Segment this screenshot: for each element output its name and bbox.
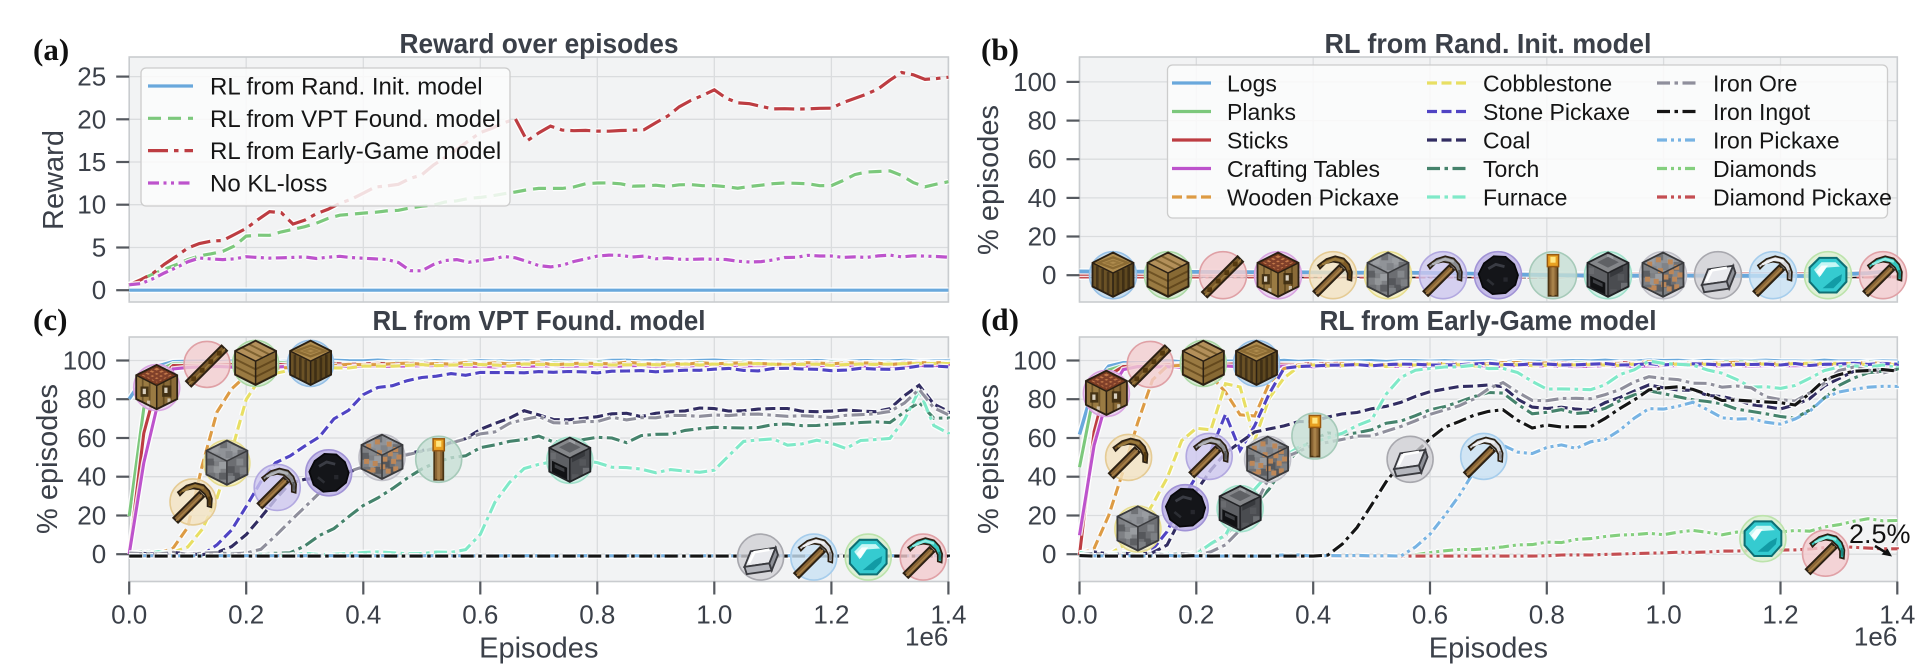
svg-text:2.5%: 2.5% [1849, 519, 1911, 549]
svg-text:Cobblestone: Cobblestone [1483, 71, 1612, 97]
svg-text:0.6: 0.6 [462, 600, 498, 630]
svg-text:10: 10 [77, 190, 106, 220]
svg-text:% episodes: % episodes [32, 384, 64, 534]
svg-text:RL from VPT Found. model: RL from VPT Found. model [373, 305, 706, 336]
svg-text:0.0: 0.0 [1061, 600, 1097, 630]
svg-text:60: 60 [77, 423, 106, 453]
svg-text:15: 15 [77, 147, 106, 177]
svg-text:(d): (d) [981, 302, 1019, 337]
svg-text:20: 20 [1028, 501, 1057, 531]
svg-text:No KL-loss: No KL-loss [210, 171, 327, 198]
svg-text:0.8: 0.8 [1529, 600, 1565, 630]
svg-text:RL from Rand. Init. model: RL from Rand. Init. model [1325, 28, 1652, 59]
svg-text:1.4: 1.4 [930, 600, 966, 630]
svg-text:20: 20 [1028, 222, 1057, 252]
svg-text:0: 0 [1042, 539, 1056, 569]
svg-text:1.2: 1.2 [813, 600, 849, 630]
svg-text:20: 20 [77, 104, 106, 134]
svg-text:RL from Rand. Init. model: RL from Rand. Init. model [210, 74, 483, 101]
svg-text:Reward over episodes: Reward over episodes [400, 28, 679, 59]
svg-text:0.6: 0.6 [1412, 600, 1448, 630]
svg-text:0: 0 [1042, 260, 1056, 290]
svg-text:0.4: 0.4 [1295, 600, 1331, 630]
svg-text:0.0: 0.0 [111, 600, 147, 630]
svg-text:0.4: 0.4 [345, 600, 381, 630]
svg-text:Furnace: Furnace [1483, 185, 1567, 211]
svg-text:25: 25 [77, 62, 106, 92]
svg-text:RL from VPT Found. model: RL from VPT Found. model [210, 106, 501, 133]
svg-text:Coal: Coal [1483, 128, 1530, 154]
svg-text:20: 20 [77, 501, 106, 531]
svg-text:Reward: Reward [38, 130, 70, 230]
svg-text:% episodes: % episodes [973, 105, 1005, 255]
svg-text:0.2: 0.2 [228, 600, 264, 630]
svg-text:1e6: 1e6 [905, 622, 948, 652]
svg-text:(c): (c) [33, 302, 67, 337]
svg-text:Iron Pickaxe: Iron Pickaxe [1713, 128, 1840, 154]
svg-text:Planks: Planks [1227, 99, 1296, 125]
svg-text:80: 80 [1028, 106, 1057, 136]
svg-text:1.0: 1.0 [1646, 600, 1682, 630]
svg-text:Iron Ingot: Iron Ingot [1713, 99, 1811, 125]
svg-text:40: 40 [1028, 462, 1057, 492]
svg-text:60: 60 [1028, 423, 1057, 453]
svg-text:40: 40 [77, 462, 106, 492]
svg-text:1.2: 1.2 [1762, 600, 1798, 630]
svg-text:RL from Early-Game model: RL from Early-Game model [1320, 305, 1657, 336]
svg-text:0: 0 [92, 275, 106, 305]
svg-text:1.0: 1.0 [696, 600, 732, 630]
svg-text:Episodes: Episodes [479, 633, 598, 665]
svg-text:0.8: 0.8 [579, 600, 615, 630]
svg-text:Wooden Pickaxe: Wooden Pickaxe [1227, 185, 1399, 211]
svg-text:0: 0 [92, 539, 106, 569]
svg-text:RL from Early-Game model: RL from Early-Game model [210, 138, 501, 165]
svg-text:100: 100 [1013, 346, 1056, 376]
svg-text:0.2: 0.2 [1178, 600, 1214, 630]
svg-text:Stone Pickaxe: Stone Pickaxe [1483, 99, 1630, 125]
svg-text:(a): (a) [33, 32, 69, 67]
svg-text:Sticks: Sticks [1227, 128, 1288, 154]
svg-text:Crafting Tables: Crafting Tables [1227, 156, 1380, 182]
svg-text:(b): (b) [981, 32, 1019, 67]
svg-text:Diamonds: Diamonds [1713, 156, 1817, 182]
svg-text:40: 40 [1028, 183, 1057, 213]
svg-text:1e6: 1e6 [1854, 622, 1897, 652]
svg-text:100: 100 [1013, 67, 1056, 97]
svg-text:100: 100 [63, 346, 106, 376]
svg-text:Episodes: Episodes [1429, 633, 1548, 665]
svg-text:1.4: 1.4 [1879, 600, 1915, 630]
svg-text:% episodes: % episodes [973, 384, 1005, 534]
svg-text:80: 80 [1028, 384, 1057, 414]
svg-text:Torch: Torch [1483, 156, 1539, 182]
svg-text:80: 80 [77, 384, 106, 414]
svg-text:60: 60 [1028, 144, 1057, 174]
svg-text:Diamond Pickaxe: Diamond Pickaxe [1713, 185, 1892, 211]
svg-text:Logs: Logs [1227, 71, 1277, 97]
svg-text:Iron Ore: Iron Ore [1713, 71, 1797, 97]
svg-text:5: 5 [92, 233, 106, 263]
